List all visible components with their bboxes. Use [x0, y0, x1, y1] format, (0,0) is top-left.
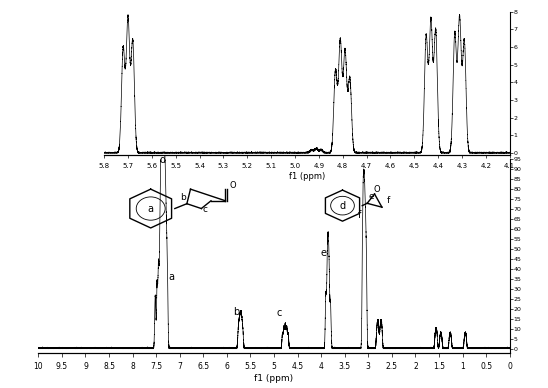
Text: f: f [387, 196, 390, 205]
X-axis label: f1 (ppm): f1 (ppm) [254, 374, 294, 383]
Text: e: e [368, 192, 374, 201]
X-axis label: f1 (ppm): f1 (ppm) [289, 171, 325, 181]
Text: f: f [358, 210, 362, 220]
Text: c: c [202, 205, 208, 215]
Text: d: d [159, 155, 166, 165]
Text: O: O [374, 185, 380, 194]
Text: a: a [148, 204, 153, 213]
Text: e: e [321, 248, 327, 258]
Text: O: O [229, 181, 236, 190]
Text: d: d [339, 201, 346, 211]
Text: c: c [277, 308, 282, 318]
Text: b: b [233, 307, 239, 317]
Text: a: a [168, 272, 174, 282]
Text: b: b [180, 193, 186, 202]
